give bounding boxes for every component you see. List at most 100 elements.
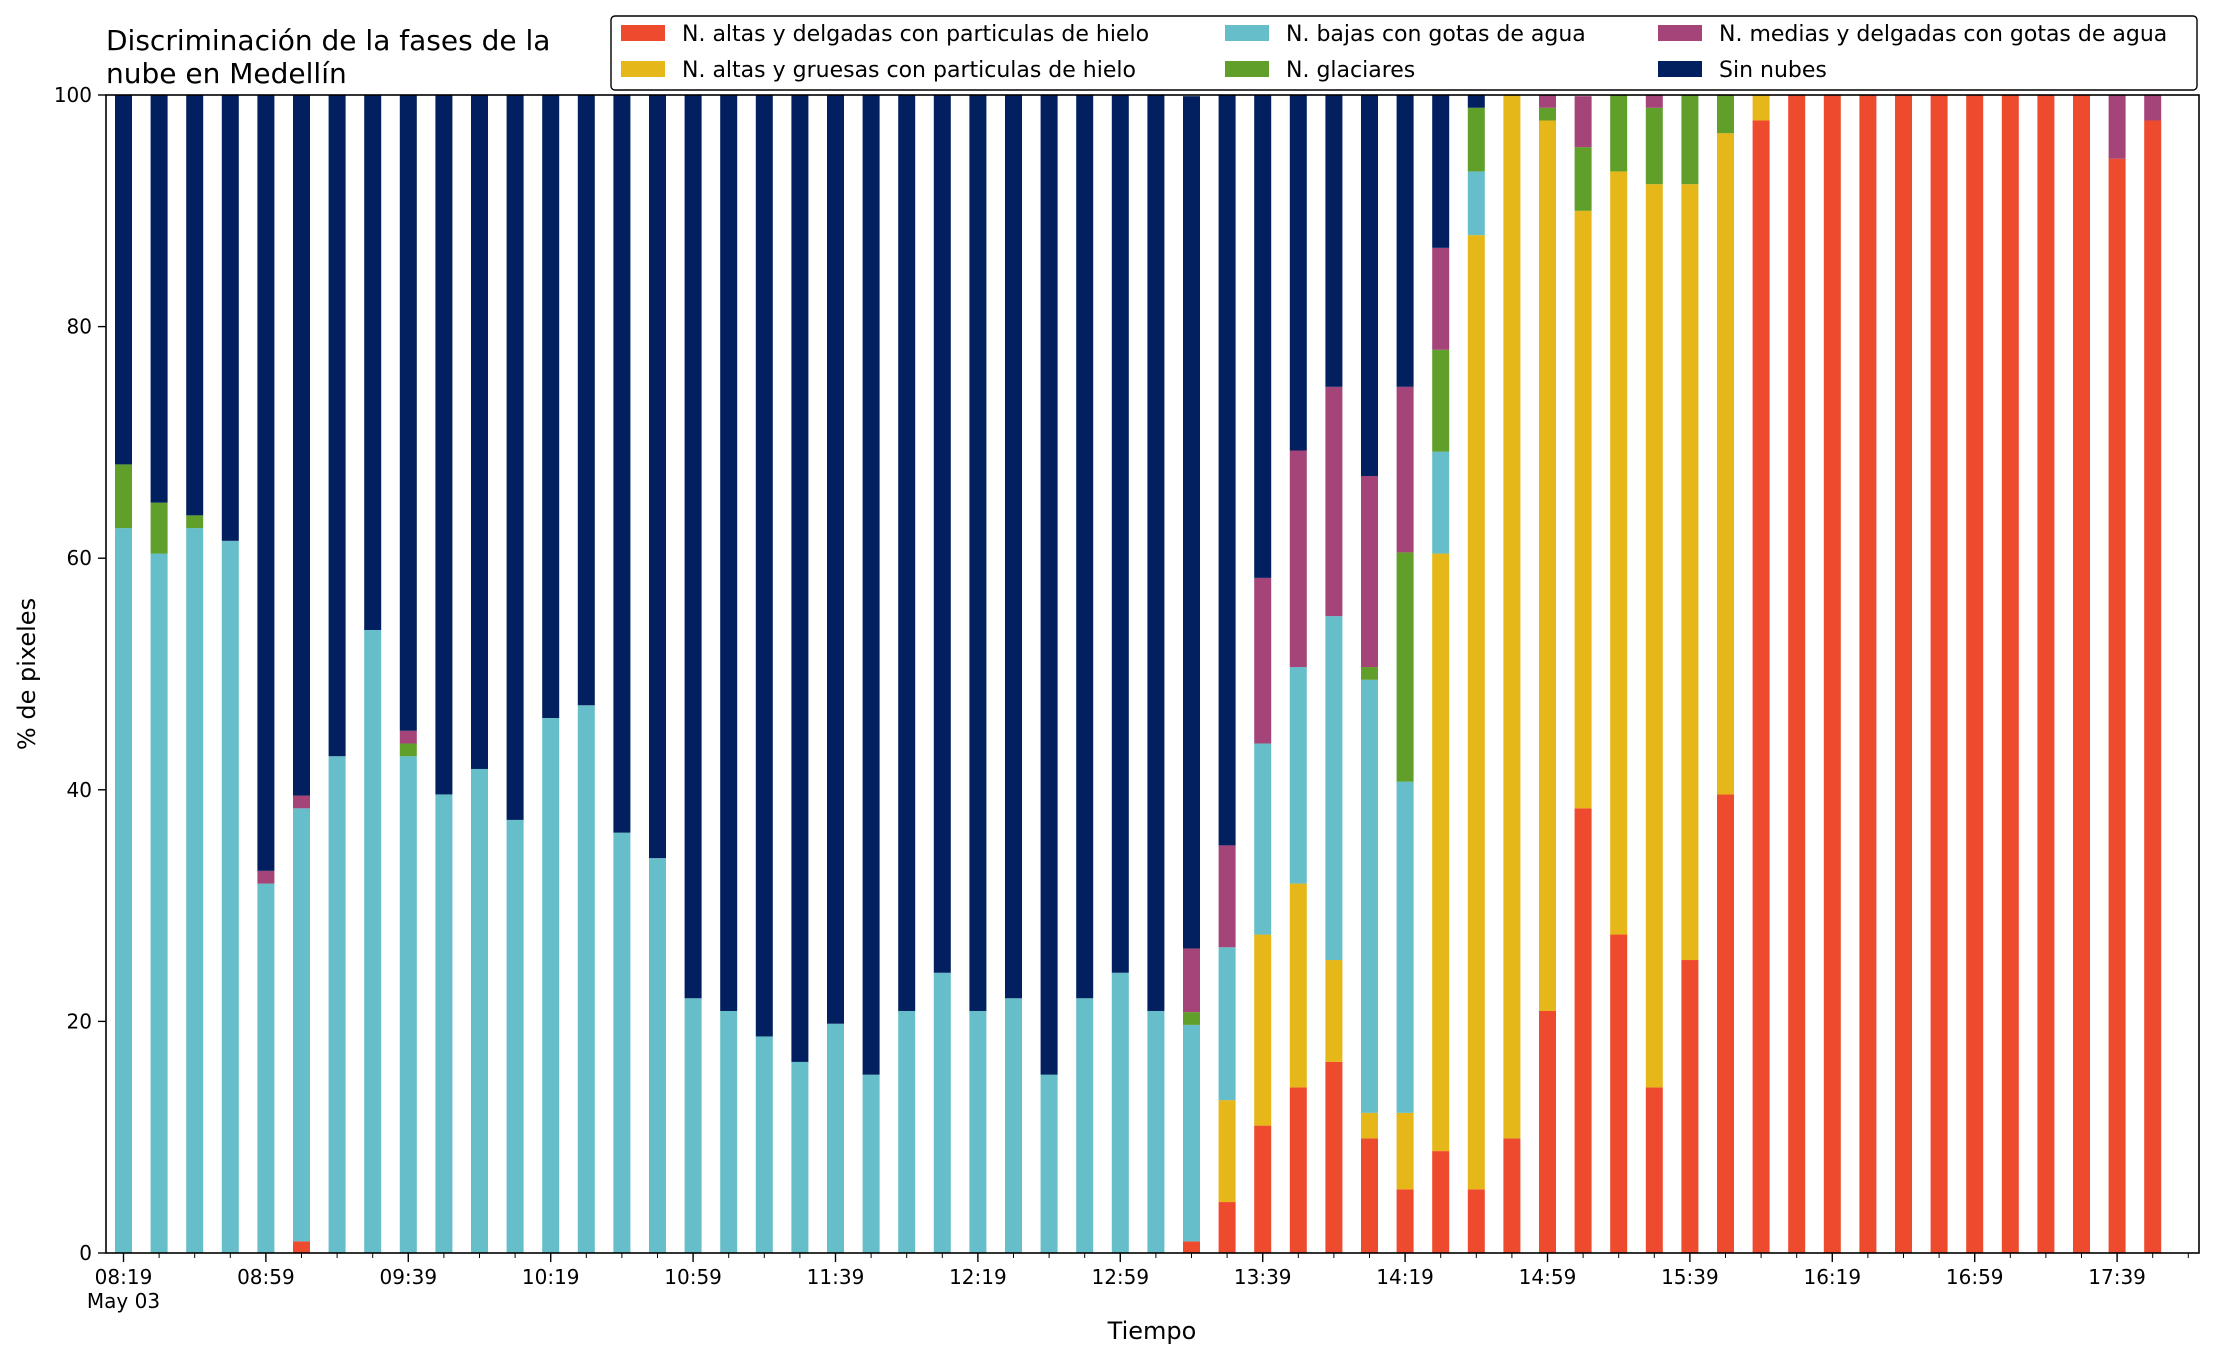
bar-n-bajas-con-gotas-de-agua-4 (257, 883, 275, 1253)
bar-sin-nubes-5 (293, 95, 310, 796)
bar-sin-nubes-0 (115, 95, 132, 465)
legend-swatch-n-altas-y-gruesas-con-particulas-de-hielo (621, 61, 665, 77)
bar-n-bajas-con-gotas-de-agua-24 (969, 1010, 987, 1253)
bar-sin-nubes-33 (1289, 95, 1307, 451)
bar-n-medias-y-delgadas-con-gotas-de-agua-40 (1539, 95, 1556, 108)
bar-sin-nubes-35 (1361, 95, 1378, 476)
x-axis-label: Tiempo (1107, 1317, 1197, 1345)
bar-n-medias-y-delgadas-con-gotas-de-agua-31 (1218, 845, 1236, 948)
legend-label-n-medias-y-delgadas-con-gotas-de-agua: N. medias y delgadas con gotas de agua (1719, 22, 2167, 47)
bar-n-bajas-con-gotas-de-agua-13 (577, 705, 595, 1253)
x-tick-label: 10:59 (664, 1265, 722, 1289)
bar-n-bajas-con-gotas-de-agua-29 (1147, 1010, 1165, 1253)
bar-n-bajas-con-gotas-de-agua-0 (115, 528, 132, 1253)
x-tick-label: 08:59 (237, 1265, 295, 1289)
bar-sin-nubes-24 (969, 95, 987, 1011)
bar-n-glaciares-38 (1467, 107, 1485, 172)
bar-n-altas-y-gruesas-con-particulas-de-hielo-38 (1467, 235, 1485, 1190)
bar-n-altas-y-gruesas-con-particulas-de-hielo-37 (1432, 553, 1450, 1152)
x-tick-label: 17:39 (2088, 1265, 2146, 1289)
bar-n-bajas-con-gotas-de-agua-23 (933, 972, 951, 1253)
bar-n-glaciares-36 (1396, 552, 1414, 782)
bar-n-altas-y-delgadas-con-particulas-de-hielo-47 (1788, 95, 1806, 1253)
x-tick-label: 12:59 (1091, 1265, 1149, 1289)
bar-n-medias-y-delgadas-con-gotas-de-agua-36 (1396, 386, 1414, 553)
bar-n-glaciares-45 (1717, 95, 1734, 134)
bar-n-altas-y-delgadas-con-particulas-de-hielo-40 (1539, 1010, 1556, 1253)
x-tick-label: 08:19 (95, 1265, 153, 1289)
bar-n-altas-y-delgadas-con-particulas-de-hielo-54 (2037, 95, 2055, 1253)
y-tick-label: 100 (54, 83, 92, 107)
bar-n-altas-y-gruesas-con-particulas-de-hielo-36 (1396, 1112, 1414, 1190)
bar-sin-nubes-25 (1005, 95, 1022, 999)
bar-n-altas-y-delgadas-con-particulas-de-hielo-55 (2073, 95, 2090, 1253)
bar-n-altas-y-gruesas-con-particulas-de-hielo-44 (1681, 184, 1699, 961)
bar-sin-nubes-11 (506, 95, 524, 820)
bar-n-medias-y-delgadas-con-gotas-de-agua-41 (1574, 96, 1592, 148)
chart-title-line-2: nube en Medellín (106, 57, 347, 90)
bar-n-bajas-con-gotas-de-agua-34 (1325, 616, 1343, 961)
bar-n-bajas-con-gotas-de-agua-16 (684, 998, 702, 1253)
bar-n-altas-y-gruesas-con-particulas-de-hielo-33 (1289, 883, 1307, 1088)
bar-n-altas-y-delgadas-con-particulas-de-hielo-32 (1254, 1125, 1272, 1253)
bar-n-altas-y-delgadas-con-particulas-de-hielo-41 (1574, 808, 1592, 1253)
bar-n-bajas-con-gotas-de-agua-1 (150, 553, 168, 1253)
bar-n-medias-y-delgadas-con-gotas-de-agua-43 (1645, 95, 1663, 108)
y-tick-label: 60 (67, 546, 92, 570)
bar-sin-nubes-23 (933, 95, 951, 973)
legend-label-n-altas-y-gruesas-con-particulas-de-hielo: N. altas y gruesas con particulas de hie… (682, 58, 1136, 83)
bar-n-altas-y-delgadas-con-particulas-de-hielo-53 (2001, 95, 2019, 1253)
legend-label-n-altas-y-delgadas-con-particulas-de-hielo: N. altas y delgadas con particulas de hi… (682, 22, 1149, 47)
x-tick-label: 16:19 (1803, 1265, 1861, 1289)
bar-n-altas-y-delgadas-con-particulas-de-hielo-45 (1717, 794, 1734, 1253)
bar-n-altas-y-gruesas-con-particulas-de-hielo-40 (1539, 120, 1556, 1011)
bar-n-bajas-con-gotas-de-agua-27 (1076, 998, 1094, 1253)
bar-n-bajas-con-gotas-de-agua-6 (328, 756, 346, 1253)
bar-n-bajas-con-gotas-de-agua-5 (293, 808, 310, 1242)
bar-n-altas-y-delgadas-con-particulas-de-hielo-37 (1432, 1151, 1450, 1253)
bar-sin-nubes-38 (1467, 95, 1485, 108)
bar-sin-nubes-17 (720, 95, 738, 1011)
x-tick-label: 11:39 (807, 1265, 865, 1289)
y-tick-label: 0 (79, 1241, 92, 1265)
x-tick-label: 10:19 (522, 1265, 580, 1289)
bar-n-glaciares-8 (399, 743, 417, 757)
bar-n-altas-y-delgadas-con-particulas-de-hielo-34 (1325, 1061, 1343, 1253)
bar-n-bajas-con-gotas-de-agua-21 (862, 1074, 880, 1253)
bar-n-glaciares-41 (1574, 147, 1592, 211)
x-tick-label: 13:39 (1234, 1265, 1292, 1289)
bar-sin-nubes-12 (542, 95, 560, 718)
bar-sin-nubes-14 (613, 95, 631, 833)
x-tick-label: 14:19 (1376, 1265, 1434, 1289)
bar-n-bajas-con-gotas-de-agua-2 (186, 528, 204, 1253)
bar-n-medias-y-delgadas-con-gotas-de-agua-57 (2144, 95, 2162, 121)
bar-n-bajas-con-gotas-de-agua-22 (898, 1010, 916, 1253)
bar-n-medias-y-delgadas-con-gotas-de-agua-34 (1325, 386, 1343, 617)
bar-n-altas-y-gruesas-con-particulas-de-hielo-42 (1610, 171, 1628, 935)
bar-n-bajas-con-gotas-de-agua-30 (1183, 1024, 1200, 1242)
bar-n-altas-y-delgadas-con-particulas-de-hielo-48 (1823, 95, 1841, 1253)
bar-n-glaciares-35 (1361, 667, 1378, 680)
bar-n-altas-y-gruesas-con-particulas-de-hielo-32 (1254, 934, 1272, 1126)
bar-sin-nubes-4 (257, 95, 275, 871)
bar-sin-nubes-27 (1076, 95, 1094, 999)
bar-n-altas-y-gruesas-con-particulas-de-hielo-45 (1717, 133, 1734, 795)
bar-n-bajas-con-gotas-de-agua-35 (1361, 679, 1378, 1113)
bar-n-glaciares-37 (1432, 349, 1450, 452)
bar-n-bajas-con-gotas-de-agua-36 (1396, 781, 1414, 1113)
bar-n-altas-y-gruesas-con-particulas-de-hielo-41 (1574, 210, 1592, 809)
bar-sin-nubes-20 (827, 95, 844, 1024)
bar-n-bajas-con-gotas-de-agua-26 (1040, 1074, 1058, 1253)
bar-n-glaciares-40 (1539, 107, 1556, 121)
bar-n-medias-y-delgadas-con-gotas-de-agua-32 (1254, 577, 1272, 744)
bar-n-altas-y-delgadas-con-particulas-de-hielo-51 (1930, 95, 1948, 1253)
bar-sin-nubes-1 (150, 95, 168, 503)
bar-sin-nubes-8 (399, 95, 417, 731)
bar-n-medias-y-delgadas-con-gotas-de-agua-56 (2108, 95, 2126, 159)
x-tick-label: 09:39 (379, 1265, 437, 1289)
legend-swatch-n-glaciares (1225, 61, 1269, 77)
bar-sin-nubes-18 (755, 95, 773, 1037)
x-tick-label: 12:19 (949, 1265, 1007, 1289)
